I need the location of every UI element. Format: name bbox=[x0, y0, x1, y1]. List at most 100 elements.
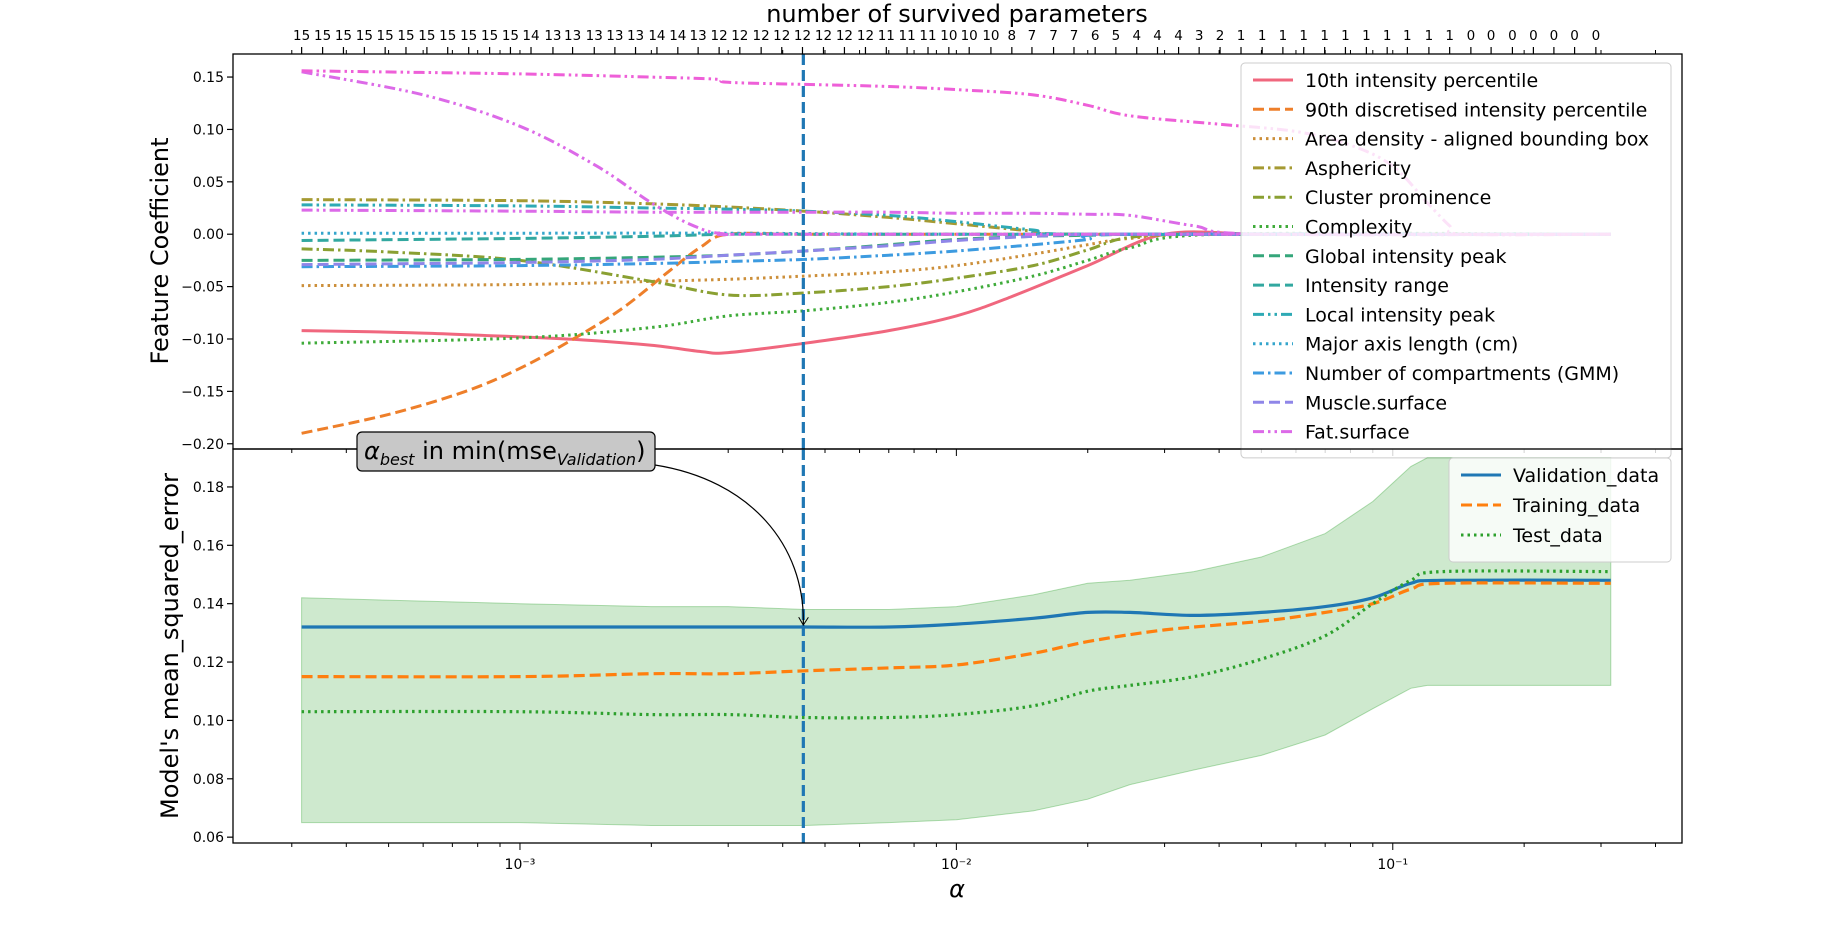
coefficient-series-group bbox=[301, 69, 1611, 435]
top-tick-label: 13 bbox=[606, 28, 623, 44]
y-tick-label: −0.15 bbox=[181, 384, 224, 400]
top-tick-label: 15 bbox=[460, 28, 477, 44]
top-tick-label: 1 bbox=[1445, 28, 1454, 44]
top-tick-label: 14 bbox=[669, 28, 686, 44]
top-tick-label: 15 bbox=[502, 28, 519, 44]
y-tick-label: 0.08 bbox=[193, 772, 224, 788]
top-tick-label: 1 bbox=[1279, 28, 1288, 44]
top-tick-label: 15 bbox=[314, 28, 331, 44]
top-tick-label: 5 bbox=[1112, 28, 1121, 44]
y-tick-label: −0.05 bbox=[181, 280, 224, 296]
legend-label-complexity: Complexity bbox=[1305, 217, 1412, 239]
validation-spread-band bbox=[301, 457, 1612, 826]
top-tick-label: 2 bbox=[1216, 28, 1225, 44]
y-tick-label: 0.10 bbox=[193, 713, 224, 729]
top-tick-label: 13 bbox=[586, 28, 603, 44]
top-tick-label: 1 bbox=[1403, 28, 1412, 44]
coefficient-legend: 10th intensity percentile 90th discretise… bbox=[1240, 62, 1672, 459]
top-tick-label: 15 bbox=[397, 28, 414, 44]
mse-legend: Validation_data Training_data Test_data bbox=[1448, 457, 1672, 563]
y-tick-label: 0.06 bbox=[193, 830, 224, 846]
top-tick-label: 12 bbox=[815, 28, 832, 44]
top-tick-label: 0 bbox=[1529, 28, 1538, 44]
x-tick-label: 10⁻¹ bbox=[1377, 857, 1408, 873]
series-line-fat-surface bbox=[301, 208, 1611, 237]
alpha-x-axis: 10⁻³ 10⁻² 10⁻¹ bbox=[291, 843, 1657, 873]
mse-plot-frame bbox=[232, 448, 1683, 844]
coefficient-panel: 0.150.100.050.00−0.05−0.10−0.15−0.20 15 1… bbox=[146, 0, 1683, 459]
survived-parameters-axis: 15 15 15 15 15 15 15 15 15 15 15 14 13 13 13 13 13 14 14 13… bbox=[291, 28, 1657, 54]
legend-label-intensity-range: Intensity range bbox=[1305, 275, 1449, 297]
top-tick-label: 3 bbox=[1195, 28, 1204, 44]
top-tick-label: 1 bbox=[1320, 28, 1329, 44]
mse-series-group bbox=[301, 569, 1611, 720]
top-tick-label: 15 bbox=[481, 28, 498, 44]
top-tick-label: 0 bbox=[1467, 28, 1476, 44]
top-tick-label: 7 bbox=[1049, 28, 1058, 44]
top-tick-label: 11 bbox=[919, 28, 936, 44]
series-line-training-data bbox=[301, 581, 1611, 679]
legend-label-area-density-aligned-bounding-box: Area density - aligned bounding box bbox=[1305, 129, 1649, 151]
legend-label-90th-discretised-intensity-percentile: 90th discretised intensity percentile bbox=[1305, 99, 1647, 121]
legend-label-validation-data: Validation_data bbox=[1513, 465, 1659, 487]
top-tick-label: 4 bbox=[1153, 28, 1162, 44]
top-tick-label: 4 bbox=[1174, 28, 1183, 44]
legend-label-10th-intensity-percentile: 10th intensity percentile bbox=[1305, 70, 1538, 92]
top-tick-label: 1 bbox=[1341, 28, 1350, 44]
top-tick-label: 12 bbox=[753, 28, 770, 44]
top-tick-label: 15 bbox=[377, 28, 394, 44]
top-tick-label: 7 bbox=[1070, 28, 1079, 44]
legend-label-major-axis-length-cm: Major axis length (cm) bbox=[1305, 334, 1518, 356]
top-tick-label: 14 bbox=[648, 28, 665, 44]
top-tick-label: 0 bbox=[1487, 28, 1496, 44]
legend-label-local-intensity-peak: Local intensity peak bbox=[1305, 304, 1495, 326]
legend-label-number-of-compartments-gmm: Number of compartments (GMM) bbox=[1305, 363, 1619, 385]
series-line-area-density-aligned-bounding-box bbox=[301, 232, 1611, 288]
legend-frame bbox=[1448, 457, 1672, 563]
annotation-text: αbest in min(mseValidation) bbox=[364, 437, 645, 469]
top-tick-label: 10 bbox=[940, 28, 957, 44]
top-tick-label: 4 bbox=[1132, 28, 1141, 44]
top-tick-label: 13 bbox=[544, 28, 561, 44]
top-tick-label: 14 bbox=[522, 28, 539, 44]
top-tick-label: 10 bbox=[982, 28, 999, 44]
top-tick-label: 0 bbox=[1508, 28, 1517, 44]
top-tick-label: 12 bbox=[836, 28, 853, 44]
legend-label-test-data: Test_data bbox=[1512, 525, 1603, 547]
top-tick-label: 6 bbox=[1091, 28, 1100, 44]
top-tick-label: 12 bbox=[711, 28, 728, 44]
top-tick-label: 1 bbox=[1425, 28, 1434, 44]
x-tick-label: 10⁻² bbox=[941, 857, 972, 873]
y-tick-label: 0.18 bbox=[193, 480, 224, 496]
top-tick-label: 1 bbox=[1383, 28, 1392, 44]
annotation-box bbox=[356, 431, 656, 472]
top-tick-label: 13 bbox=[564, 28, 581, 44]
top-tick-label: 13 bbox=[690, 28, 707, 44]
mse-y-axis: 0.06 0.08 0.10 0.12 0.14 0.16 0.18 bbox=[193, 480, 233, 846]
legend-label-training-data: Training_data bbox=[1512, 495, 1640, 517]
legend-label-global-intensity-peak: Global intensity peak bbox=[1305, 246, 1506, 268]
y-tick-label: 0.05 bbox=[193, 175, 224, 191]
top-tick-label: 15 bbox=[439, 28, 456, 44]
y-tick-label: 0.16 bbox=[193, 538, 224, 554]
top-tick-label: 12 bbox=[857, 28, 874, 44]
top-tick-label: 10 bbox=[961, 28, 978, 44]
series-line-90th-discretised-intensity-percentile bbox=[301, 231, 1611, 435]
y-tick-label: 0.10 bbox=[193, 122, 224, 138]
alpha-best-annotation: αbest in min(mseValidation) bbox=[356, 431, 803, 625]
y-tick-label: 0.00 bbox=[193, 227, 224, 243]
top-tick-label: 1 bbox=[1362, 28, 1371, 44]
legend-label-fat-surface: Fat.surface bbox=[1305, 422, 1410, 444]
y-tick-label: −0.10 bbox=[181, 332, 224, 348]
legend-label-muscle-surface: Muscle.surface bbox=[1305, 392, 1447, 414]
top-tick-label: 8 bbox=[1008, 28, 1017, 44]
top-tick-label: 12 bbox=[731, 28, 748, 44]
series-line-unlabeled-13 bbox=[301, 70, 1611, 237]
y-tick-label: 0.14 bbox=[193, 597, 224, 613]
top-tick-label: 0 bbox=[1592, 28, 1601, 44]
top-tick-label: 15 bbox=[335, 28, 352, 44]
top-tick-label: 0 bbox=[1550, 28, 1559, 44]
top-tick-label: 11 bbox=[878, 28, 895, 44]
y-tick-label: −0.20 bbox=[181, 437, 224, 453]
